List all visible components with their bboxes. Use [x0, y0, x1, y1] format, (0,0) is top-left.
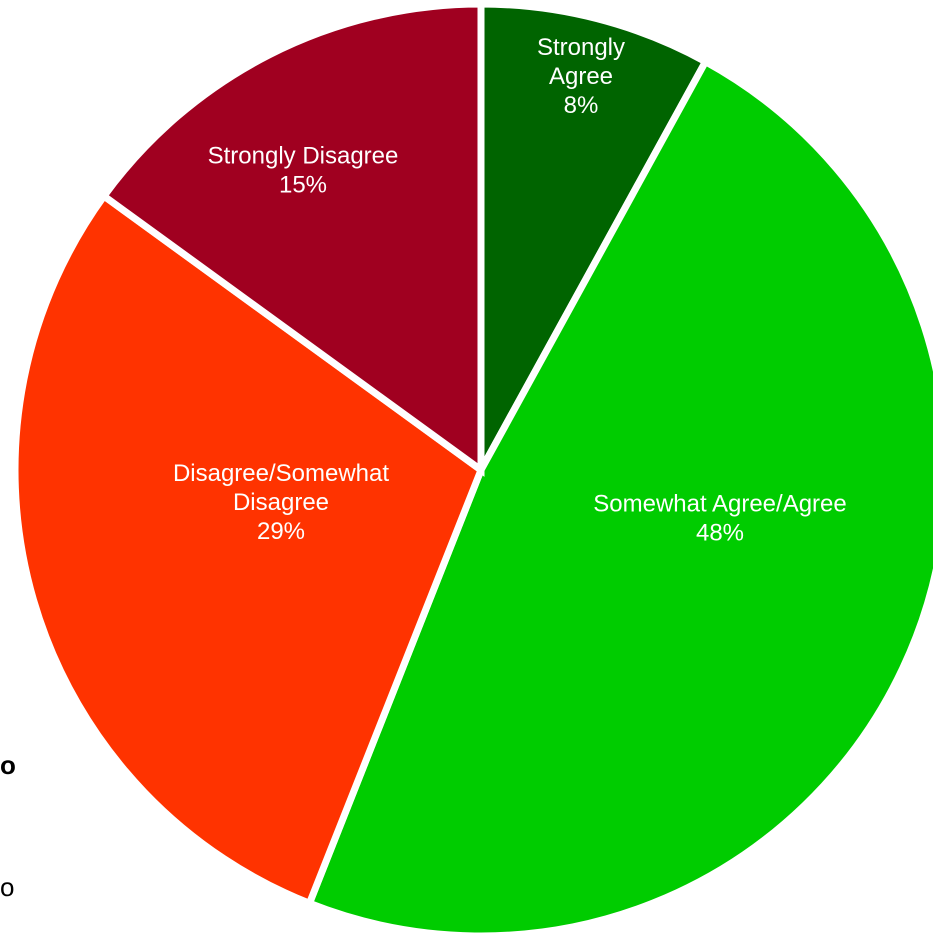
slice-labels: Strongly Agree 8% Somewhat Agree/Agree 48% Di… [173, 34, 847, 547]
slice-category-label: Strongly [537, 34, 625, 61]
slice-label-3: Strongly Disagree 15% [208, 143, 399, 199]
slice-percent-label: 29% [257, 518, 305, 545]
slice-percent-label: 8% [564, 92, 599, 119]
pie-slice-3 [99, 0, 485, 477]
pie-slice-0 [477, 0, 711, 472]
slice-percent-label: 15% [279, 172, 327, 199]
cropped-text-fragment-top: o [0, 750, 16, 780]
slice-percent-label: 48% [696, 520, 744, 547]
slice-category-label: Disagree/Somewhat [173, 460, 389, 487]
slice-label-1: Somewhat Agree/Agree 48% [593, 491, 847, 547]
pie-slice-2 [11, 191, 486, 908]
pie-slices [11, 0, 933, 937]
slice-category-label: Strongly Disagree [208, 143, 399, 170]
cropped-text-fragment-bottom: o [0, 872, 15, 902]
slice-category-label: Disagree [233, 489, 329, 516]
slice-category-label: Agree [549, 63, 613, 90]
pie-slice-1 [304, 56, 933, 937]
slice-label-2: Disagree/Somewhat Disagree 29% [173, 460, 389, 545]
slice-label-0: Strongly Agree 8% [537, 34, 625, 119]
slice-category-label: Somewhat Agree/Agree [593, 491, 847, 518]
